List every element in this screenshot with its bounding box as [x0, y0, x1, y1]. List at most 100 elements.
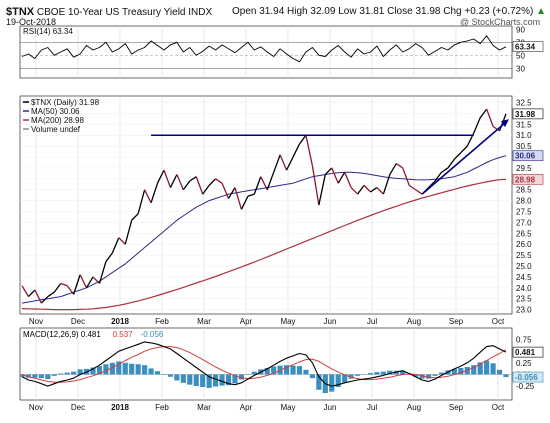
x-tick-label: Apr: [240, 317, 253, 326]
y-tick-label: 31.5: [516, 120, 532, 129]
macd-histogram-bar: [387, 370, 393, 375]
x-tick-label: Jun: [324, 317, 337, 326]
macd-histogram-bar: [161, 374, 167, 375]
price-segment: [344, 172, 352, 188]
macd-histogram-bar: [187, 374, 193, 385]
x-tick-label: Feb: [155, 317, 169, 326]
price-segment: [434, 171, 442, 182]
macd-histogram-bar: [25, 374, 32, 378]
macd-histogram-bar: [200, 374, 206, 387]
price-segment: [382, 174, 391, 195]
macd-histogram-bar: [219, 374, 225, 386]
price-segment: [479, 108, 488, 119]
y-tick-label: 30.5: [516, 142, 532, 151]
macd-histogram-bar: [380, 371, 386, 375]
price-segment: [357, 184, 365, 195]
y-tick-label: 90: [516, 25, 525, 34]
price-segment: [428, 180, 436, 189]
macd-histogram-bar: [503, 374, 509, 378]
y-tick-label: 0.75: [516, 336, 532, 345]
price-segment: [176, 174, 184, 190]
price-segment: [441, 167, 449, 173]
price-segment: [305, 135, 314, 166]
x-tick-label: Sep: [449, 317, 464, 326]
price-segment: [85, 276, 94, 289]
price-segment: [105, 252, 113, 263]
macd-legend-item: 0.537: [113, 330, 134, 339]
price-segment: [40, 296, 49, 304]
price-segment: [492, 125, 500, 132]
macd-histogram-bar: [174, 374, 180, 381]
watermark: @ StockCharts.com: [460, 17, 541, 27]
macd-histogram-bar: [284, 365, 290, 375]
price-segment: [156, 169, 165, 184]
macd-line: [21, 341, 507, 387]
rsi-last-label: 63.34: [515, 43, 536, 52]
macd-panel: [19, 327, 513, 401]
macd-histogram-bar: [116, 361, 122, 375]
macd-histogram-bar: [361, 373, 367, 375]
macd-histogram-bar: [264, 367, 270, 375]
price-segment: [118, 237, 126, 245]
macd-histogram-bar: [142, 365, 148, 375]
ma50-last-label-box: [512, 150, 544, 162]
price-legend-item: $TNX (Daily) 31.98: [31, 98, 100, 107]
price-segment: [240, 195, 249, 210]
exchange: INDX: [188, 7, 213, 18]
price-segment: [402, 167, 410, 186]
price-segment: [324, 167, 333, 175]
x-tick-label: May: [280, 317, 295, 326]
macd-histogram-bar: [290, 365, 296, 375]
price-segment: [337, 171, 346, 184]
macd-histogram-bar: [342, 374, 348, 383]
macd-histogram-bar: [135, 364, 141, 375]
price-segment: [53, 283, 62, 293]
price-segment: [292, 143, 301, 158]
price-segment: [221, 182, 230, 199]
x-tick-label: Oct: [492, 403, 505, 412]
y-tick-label: 26.0: [516, 240, 532, 249]
macd-histogram-bar: [213, 374, 219, 387]
macd-histogram-bar: [180, 374, 186, 383]
price-segment: [163, 169, 172, 188]
macd-histogram-bar: [193, 374, 199, 387]
x-tick-label: Apr: [240, 403, 253, 412]
macd-histogram-bar: [348, 374, 354, 379]
y-tick-label: 25.0: [516, 262, 532, 271]
y-tick-label: 23.0: [516, 306, 532, 315]
price-segment: [169, 174, 178, 188]
price-segment: [247, 193, 255, 197]
chart-date: 19-Oct-2018: [6, 17, 57, 27]
price-panel: [19, 95, 513, 315]
trend-arrow-line: [421, 121, 507, 195]
price-segment: [447, 158, 455, 169]
y-tick-label: 50: [516, 51, 525, 60]
x-tick-label: Mar: [197, 403, 211, 412]
macd-histogram-bar: [96, 366, 103, 375]
price-segment: [460, 145, 468, 154]
macd-histogram-bar: [58, 373, 64, 375]
macd-histogram-bar: [238, 374, 244, 380]
y-tick-label: 26.5: [516, 229, 532, 238]
macd-signal-line: [21, 346, 507, 383]
x-tick-label: Jul: [367, 403, 377, 412]
macd-histogram-bar: [154, 371, 161, 375]
x-tick-label: 2018: [111, 403, 129, 412]
x-tick-label: Sep: [449, 403, 464, 412]
rsi-panel: [19, 25, 513, 79]
macd-histogram-bar: [38, 374, 44, 379]
price-segment: [486, 108, 494, 127]
price-segment: [311, 165, 320, 206]
y-tick-label: 28.0: [516, 197, 532, 206]
y-tick-label: 23.5: [516, 295, 532, 304]
macd-histogram-bar: [471, 365, 477, 375]
macd-histogram-bar: [484, 360, 490, 375]
price-segment: [92, 276, 100, 284]
rsi-last-label-box: [512, 41, 544, 52]
price-segment: [98, 261, 107, 284]
macd-legend-item: -0.056: [141, 330, 164, 339]
x-tick-label: Jun: [324, 403, 337, 412]
macd-histogram-bar: [309, 374, 315, 379]
price-segment: [350, 187, 359, 195]
